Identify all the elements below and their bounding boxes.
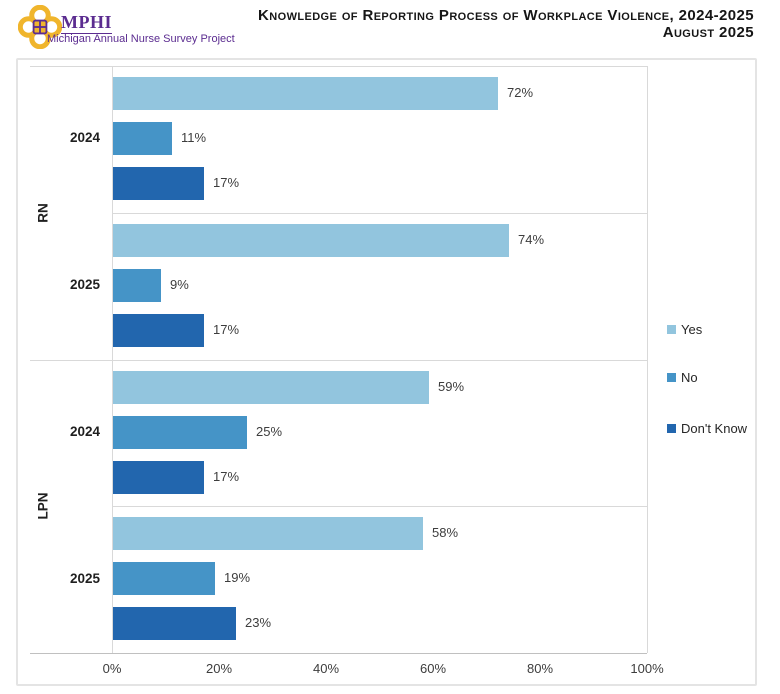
axis-group-label-rn: RN bbox=[35, 203, 51, 223]
legend-item-yes: Yes bbox=[667, 322, 702, 337]
bar-value-label: 17% bbox=[213, 469, 240, 484]
axis-year-label: 2024 bbox=[69, 424, 100, 439]
x-tick-label: 100% bbox=[630, 661, 664, 676]
year-boundary-line bbox=[112, 213, 647, 214]
bar-value-label: 74% bbox=[518, 232, 545, 247]
bar-value-label: 23% bbox=[245, 615, 272, 630]
x-tick-label: 80% bbox=[526, 661, 554, 676]
legend-item-don-t-know: Don't Know bbox=[667, 421, 747, 436]
axis-year-label: 2025 bbox=[69, 277, 100, 292]
legend-swatch-icon bbox=[667, 424, 676, 433]
bar-don-t-know-lpn-2025 bbox=[113, 607, 236, 640]
x-tick-label: 20% bbox=[205, 661, 233, 676]
logo-subtitle: Michigan Annual Nurse Survey Project bbox=[47, 33, 235, 45]
axis-group-label-lpn: LPN bbox=[35, 492, 51, 520]
bar-don-t-know-rn-2024 bbox=[113, 167, 204, 200]
plot-right-border bbox=[647, 66, 648, 653]
bar-value-label: 25% bbox=[256, 424, 283, 439]
y-axis-line bbox=[112, 66, 113, 653]
chart-title: Knowledge of Reporting Process of Workpl… bbox=[258, 7, 754, 24]
legend-label: Don't Know bbox=[681, 421, 748, 436]
x-tick-label: 60% bbox=[419, 661, 447, 676]
bar-value-label: 19% bbox=[224, 570, 251, 585]
x-tick-label: 40% bbox=[312, 661, 340, 676]
bar-no-lpn-2025 bbox=[113, 562, 215, 595]
bar-don-t-know-rn-2025 bbox=[113, 314, 204, 347]
mphi-logo-icon bbox=[18, 5, 62, 49]
bar-no-rn-2024 bbox=[113, 122, 172, 155]
legend-swatch-icon bbox=[667, 373, 676, 382]
plot-top-border bbox=[30, 66, 647, 67]
bar-value-label: 59% bbox=[438, 379, 465, 394]
year-boundary-line bbox=[112, 506, 647, 507]
bar-yes-lpn-2025 bbox=[113, 517, 423, 550]
group-boundary-line bbox=[30, 360, 647, 361]
bar-value-label: 17% bbox=[213, 322, 240, 337]
axis-year-label: 2024 bbox=[69, 130, 100, 145]
legend-label: No bbox=[681, 370, 698, 385]
bar-value-label: 17% bbox=[213, 175, 240, 190]
bar-no-lpn-2024 bbox=[113, 416, 247, 449]
legend-label: Yes bbox=[681, 322, 703, 337]
bar-value-label: 9% bbox=[170, 277, 189, 292]
bar-no-rn-2025 bbox=[113, 269, 161, 302]
bar-yes-rn-2024 bbox=[113, 77, 498, 110]
mphi-wordmark: MPHI bbox=[61, 12, 112, 34]
chart-title-block: Knowledge of Reporting Process of Workpl… bbox=[258, 7, 754, 41]
bar-yes-lpn-2024 bbox=[113, 371, 429, 404]
x-axis-line bbox=[30, 653, 647, 654]
bar-yes-rn-2025 bbox=[113, 224, 509, 257]
bar-value-label: 11% bbox=[181, 130, 207, 145]
legend-swatch-icon bbox=[667, 325, 676, 334]
x-tick-label: 0% bbox=[102, 661, 122, 676]
bar-value-label: 72% bbox=[507, 85, 534, 100]
axis-year-label: 2025 bbox=[69, 571, 100, 586]
bar-don-t-know-lpn-2024 bbox=[113, 461, 204, 494]
legend-item-no: No bbox=[667, 370, 698, 385]
chart-subtitle-date: August 2025 bbox=[662, 24, 754, 41]
bar-value-label: 58% bbox=[432, 525, 459, 540]
